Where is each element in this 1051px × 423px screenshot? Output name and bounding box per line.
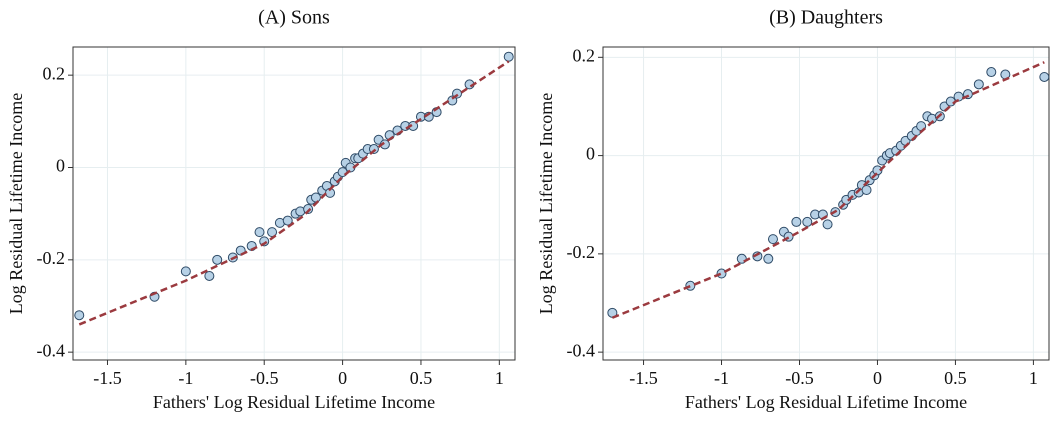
point xyxy=(861,184,872,195)
point xyxy=(212,254,223,265)
y-tick-label: -0.2 xyxy=(37,248,66,268)
x-tick-label: 1 xyxy=(495,368,504,388)
point xyxy=(973,79,984,90)
y-tick-label: -0.4 xyxy=(567,340,596,360)
x-tick-label: -0.5 xyxy=(250,368,279,388)
point xyxy=(303,204,314,215)
point xyxy=(503,51,514,62)
x-tick-label: -1.5 xyxy=(93,368,122,388)
y-axis-label: Log Residual Lifetime Income xyxy=(6,93,26,314)
x-axis-label: Fathers' Log Residual Lifetime Income xyxy=(685,392,967,412)
y-tick-label: 0.2 xyxy=(43,63,66,83)
x-tick-label: 0 xyxy=(338,368,347,388)
plot-frame xyxy=(72,46,516,361)
point xyxy=(1039,71,1050,82)
x-tick-label: 1 xyxy=(1029,368,1038,388)
x-axis-label: Fathers' Log Residual Lifetime Income xyxy=(153,392,435,412)
plot-frame xyxy=(602,46,1050,361)
y-tick-label: 0 xyxy=(56,156,65,176)
x-tick-label: -1 xyxy=(178,368,193,388)
point xyxy=(204,270,215,281)
x-tick-label: -1.5 xyxy=(629,368,658,388)
point xyxy=(802,216,813,227)
point xyxy=(254,227,265,238)
chart-title: (A) Sons xyxy=(258,7,330,29)
point xyxy=(986,67,997,78)
point xyxy=(822,219,833,230)
y-tick-label: -0.4 xyxy=(37,340,66,360)
y-axis-label: Log Residual Lifetime Income xyxy=(536,93,556,314)
y-tick-label: 0.2 xyxy=(573,45,596,65)
fit-line xyxy=(78,60,510,326)
x-tick-label: -0.5 xyxy=(785,368,814,388)
point xyxy=(685,280,696,291)
point xyxy=(763,253,774,264)
point xyxy=(791,216,802,227)
x-tick-label: 0 xyxy=(873,368,882,388)
point xyxy=(74,310,85,321)
point xyxy=(180,266,191,277)
x-tick-label: 0.5 xyxy=(944,368,967,388)
x-tick-label: -1 xyxy=(714,368,729,388)
point xyxy=(767,234,778,245)
x-tick-label: 0.5 xyxy=(410,368,433,388)
chart-title: (B) Daughters xyxy=(769,7,883,29)
y-tick-label: -0.2 xyxy=(567,242,596,262)
fit-line xyxy=(611,61,1045,319)
point xyxy=(282,215,293,226)
y-tick-label: 0 xyxy=(586,144,595,164)
point xyxy=(872,165,883,176)
